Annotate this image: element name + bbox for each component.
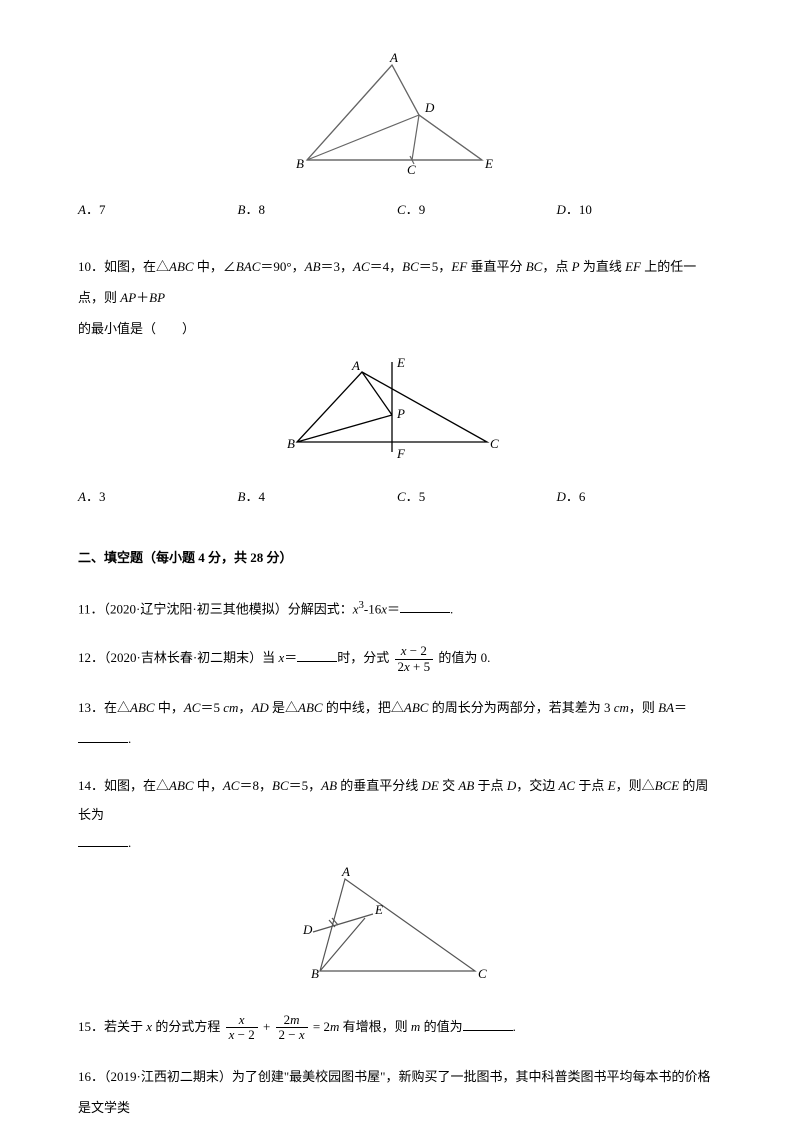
- label-B: B: [311, 966, 319, 981]
- label-A: A: [341, 864, 350, 879]
- q9-opt-d[interactable]: D．10: [557, 200, 717, 221]
- q11: 11．（2020·辽宁沈阳·初三其他模拟）分解因式：x3-16x＝.: [78, 593, 716, 625]
- label-D: D: [302, 922, 313, 937]
- q13: 13．在△ABC 中，AC＝5 cm，AD 是△ABC 的中线，把△ABC 的周…: [78, 692, 716, 754]
- label-E: E: [396, 355, 405, 370]
- q11-blank[interactable]: [400, 599, 450, 613]
- q12-blank[interactable]: [297, 648, 337, 662]
- q14-blank[interactable]: [78, 833, 128, 847]
- label-C: C: [478, 966, 487, 981]
- q10-figure: A B C E F P: [78, 362, 716, 469]
- label-P: P: [396, 406, 405, 421]
- q15-blank[interactable]: [463, 1017, 513, 1031]
- label-B: B: [296, 156, 304, 171]
- q14: 14．如图，在△ABC 中，AC＝8，BC＝5，AB 的垂直平分线 DE 交 A…: [78, 772, 716, 858]
- q10-opt-c[interactable]: C．5: [397, 487, 557, 508]
- label-F: F: [396, 446, 406, 461]
- q9-figure: A B C D E: [78, 60, 716, 182]
- label-A: A: [351, 358, 360, 373]
- q9-options: A．7 B．8 C．9 D．10: [78, 200, 716, 221]
- q13-blank[interactable]: [78, 729, 128, 743]
- label-E: E: [374, 902, 383, 917]
- q9-opt-c[interactable]: C．9: [397, 200, 557, 221]
- q10-opt-a[interactable]: A．3: [78, 487, 238, 508]
- q10-opt-d[interactable]: D．6: [557, 487, 717, 508]
- q10-options: A．3 B．4 C．5 D．6: [78, 487, 716, 508]
- label-A: A: [389, 50, 398, 65]
- q9-opt-a[interactable]: A．7: [78, 200, 238, 221]
- q15-frac1: x x − 2: [226, 1013, 258, 1043]
- q10-opt-b[interactable]: B．4: [238, 487, 398, 508]
- q12-fraction: x − 2 2x + 5: [395, 644, 434, 674]
- q12: 12．（2020·吉林长春·初二期末）当 x＝时，分式 x − 2 2x + 5…: [78, 642, 716, 674]
- q14-figure: A B C D E: [78, 876, 716, 993]
- q10-text: 10．如图，在△ABC 中，∠BAC＝90°，AB＝3，AC＝4，BC＝5，EF…: [78, 251, 716, 345]
- label-C: C: [407, 162, 416, 177]
- section2-title: 二、填空题（每小题 4 分，共 28 分）: [78, 548, 716, 569]
- label-B: B: [287, 436, 295, 451]
- q16: 16．（2019·江西初二期末）为了创建"最美校园图书屋"，新购买了一批图书，其…: [78, 1061, 716, 1123]
- q15: 15．若关于 x 的分式方程 x x − 2 + 2m 2 − x = 2m 有…: [78, 1011, 716, 1043]
- label-D: D: [424, 100, 435, 115]
- q15-frac2: 2m 2 − x: [276, 1013, 308, 1043]
- q14-svg: A B C D E: [305, 876, 490, 986]
- label-E: E: [484, 156, 493, 171]
- label-C: C: [490, 436, 499, 451]
- q9-opt-b[interactable]: B．8: [238, 200, 398, 221]
- q10-svg: A B C E F P: [297, 362, 497, 462]
- q9-svg: A B C D E: [302, 60, 492, 175]
